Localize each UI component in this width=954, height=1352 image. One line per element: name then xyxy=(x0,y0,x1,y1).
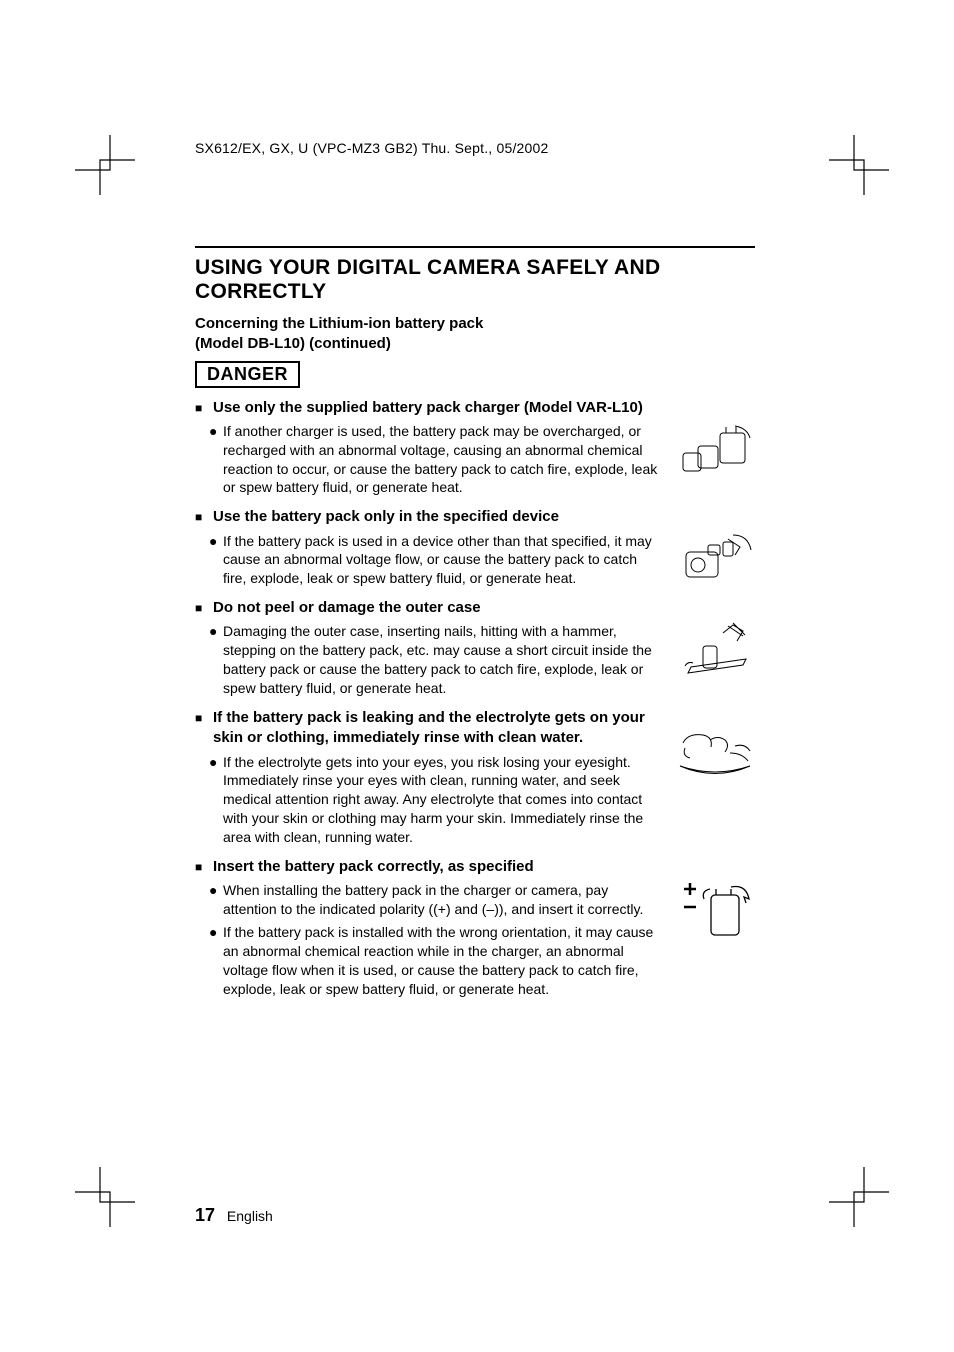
page-language: English xyxy=(227,1208,273,1224)
section-3-bullet-1: ●Damaging the outer case, inserting nail… xyxy=(195,622,660,698)
section-3-icon xyxy=(675,598,755,683)
charger-group-icon xyxy=(678,418,753,478)
section-5-heading: ■Insert the battery pack correctly, as s… xyxy=(195,857,660,877)
section-2: ■Use the battery pack only in the specif… xyxy=(195,507,755,592)
rinse-water-icon xyxy=(675,728,755,783)
crop-mark-tr xyxy=(829,135,879,185)
section-5-bullet-2: ●If the battery pack is installed with t… xyxy=(195,923,660,999)
polarity-insert-icon xyxy=(676,877,754,947)
section-4-heading: ■If the battery pack is leaking and the … xyxy=(195,708,660,749)
page-title: USING YOUR DIGITAL CAMERA SAFELY AND COR… xyxy=(195,256,755,304)
crop-mark-tl xyxy=(75,135,125,185)
crop-mark-bl xyxy=(75,1167,125,1217)
section-5-icon xyxy=(675,857,755,947)
section-5: ■Insert the battery pack correctly, as s… xyxy=(195,857,755,1003)
hammer-battery-icon xyxy=(678,618,753,683)
subtitle-line2: (Model DB-L10) (continued) xyxy=(195,335,391,352)
subtitle-line1: Concerning the Lithium-ion battery pack xyxy=(195,315,483,332)
subtitle: Concerning the Lithium-ion battery pack … xyxy=(195,314,755,355)
doc-header: SX612/EX, GX, U (VPC-MZ3 GB2) Thu. Sept.… xyxy=(195,140,755,156)
section-1-heading: ■Use only the supplied battery pack char… xyxy=(195,398,660,418)
section-1-icon xyxy=(675,398,755,478)
crop-mark-br xyxy=(829,1167,879,1217)
section-5-bullet-1: ●When installing the battery pack in the… xyxy=(195,881,660,919)
section-2-heading: ■Use the battery pack only in the specif… xyxy=(195,507,660,527)
section-1: ■Use only the supplied battery pack char… xyxy=(195,398,755,502)
camera-insert-icon xyxy=(678,527,753,587)
section-2-bullet-1: ●If the battery pack is used in a device… xyxy=(195,532,660,589)
section-4-bullet-1: ●If the electrolyte gets into your eyes,… xyxy=(195,753,660,847)
danger-label: DANGER xyxy=(195,361,300,388)
section-2-icon xyxy=(675,507,755,587)
section-4-icon xyxy=(675,708,755,783)
page-footer: 17 English xyxy=(195,1175,273,1226)
section-1-bullet-1: ●If another charger is used, the battery… xyxy=(195,422,660,498)
title-rule xyxy=(195,246,755,248)
page-number: 17 xyxy=(195,1205,215,1225)
section-3: ■Do not peel or damage the outer case ●D… xyxy=(195,598,755,702)
section-4: ■If the battery pack is leaking and the … xyxy=(195,708,755,851)
section-3-heading: ■Do not peel or damage the outer case xyxy=(195,598,660,618)
